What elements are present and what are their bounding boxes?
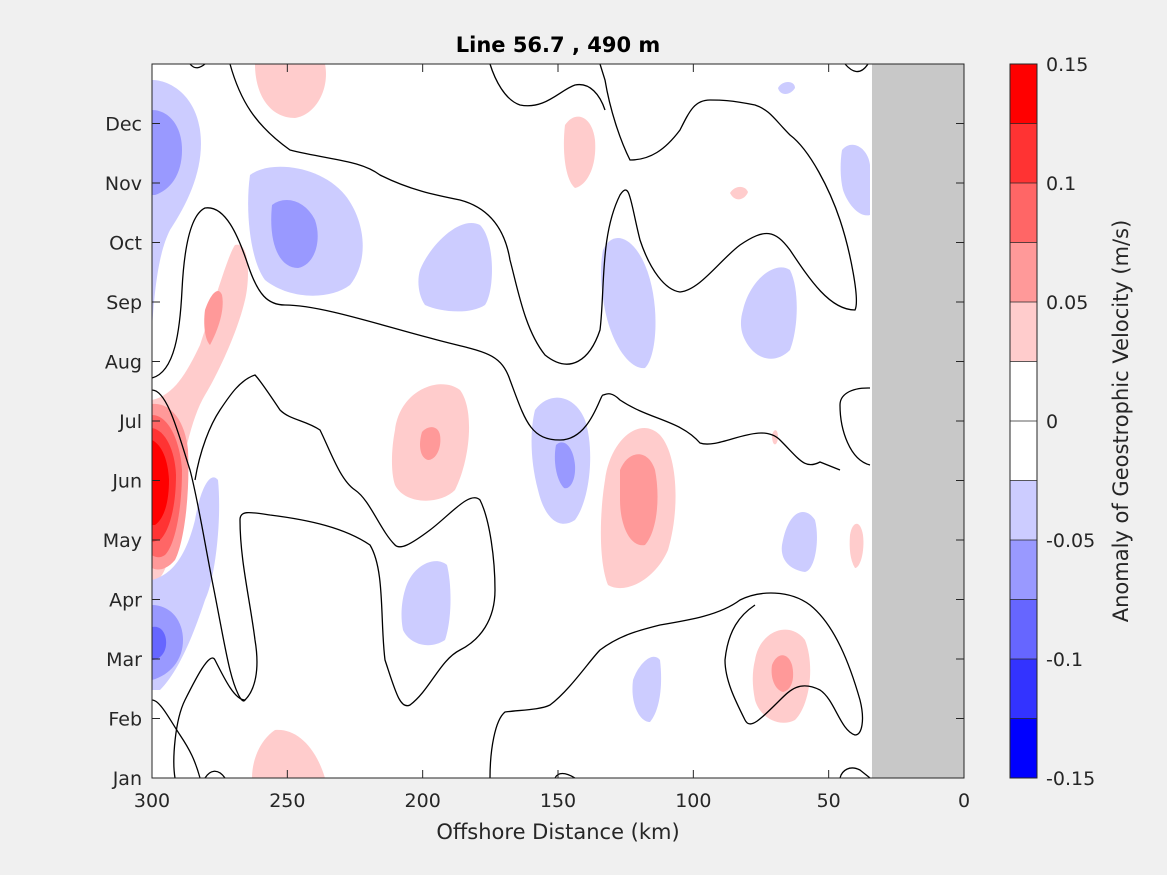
positive-anomaly-region xyxy=(771,655,794,692)
positive-anomaly-region xyxy=(563,116,596,188)
colorbar-segment xyxy=(1010,123,1037,184)
y-tick-label: Jan xyxy=(112,768,142,790)
colorbar: 0.15 0.1 0.05 0 -0.05 -0.1 -0.15 xyxy=(1009,54,1095,790)
colorbar-tick-label: 0 xyxy=(1046,411,1058,433)
colorbar-segment xyxy=(1010,302,1037,362)
plot-area: 300 250 200 150 100 50 0 Jan Feb Mar Apr May Jun Jul… xyxy=(103,63,970,812)
y-tick-label: Jun xyxy=(111,471,142,493)
land-mask xyxy=(871,64,964,778)
colorbar-segment xyxy=(1010,659,1037,719)
zero-contour-line xyxy=(229,63,857,365)
zero-contour-line xyxy=(189,63,206,69)
anomaly-fills xyxy=(152,64,870,778)
zero-contour-line xyxy=(204,770,226,779)
negative-anomaly-region xyxy=(152,605,183,680)
x-tick-label: 50 xyxy=(817,790,841,812)
colorbar-segment xyxy=(1010,183,1037,243)
y-axis: Jan Feb Mar Apr May Jun Jul Aug Sep Oct Nov Dec xyxy=(103,114,964,790)
y-tick-label: Sep xyxy=(106,292,142,314)
colorbar-tick-label: 0.1 xyxy=(1046,173,1076,195)
colorbar-segment xyxy=(1010,480,1037,541)
zero-contour-line xyxy=(151,699,201,779)
negative-anomaly-region xyxy=(401,561,451,646)
negative-anomaly-region xyxy=(781,512,817,572)
negative-anomaly-region xyxy=(554,442,576,489)
x-axis: 300 250 200 150 100 50 0 xyxy=(134,64,970,812)
y-tick-label: Feb xyxy=(108,709,142,731)
colorbar-segment xyxy=(1010,421,1037,481)
colorbar-segment xyxy=(1010,540,1037,600)
y-tick-label: Mar xyxy=(106,649,142,671)
y-tick-label: Oct xyxy=(109,233,142,255)
zero-contour-line xyxy=(489,63,606,111)
colorbar-segment xyxy=(1010,718,1037,779)
zero-contour-line xyxy=(839,404,871,466)
colorbar-tick-label: 0.05 xyxy=(1046,292,1088,314)
zero-contour-line xyxy=(151,207,841,471)
x-tick-label: 100 xyxy=(675,790,711,812)
x-tick-label: 0 xyxy=(958,790,970,812)
negative-anomaly-region xyxy=(840,144,870,216)
positive-anomaly-region xyxy=(730,186,748,200)
positive-anomaly-region xyxy=(620,454,658,546)
colorbar-segment xyxy=(1010,64,1037,124)
x-tick-label: 150 xyxy=(540,790,576,812)
y-tick-label: Dec xyxy=(105,114,142,136)
colorbar-segment xyxy=(1010,361,1037,422)
y-tick-label: Aug xyxy=(105,352,142,374)
positive-anomaly-region xyxy=(772,430,778,445)
negative-anomaly-region xyxy=(600,238,656,369)
colorbar-tick-label: 0.15 xyxy=(1046,54,1088,76)
negative-anomaly-region xyxy=(152,110,182,195)
y-tick-label: Nov xyxy=(105,173,142,195)
positive-anomaly-region xyxy=(252,729,325,778)
y-tick-label: Jul xyxy=(118,411,142,433)
zero-contours xyxy=(151,63,871,779)
negative-anomaly-region xyxy=(271,200,318,268)
chart-title: Line 56.7 , 490 m xyxy=(456,33,661,57)
negative-anomaly-region xyxy=(778,82,795,94)
positive-anomaly-region xyxy=(420,427,441,460)
y-tick-label: Apr xyxy=(109,590,142,612)
colorbar-tick-label: -0.1 xyxy=(1046,649,1083,671)
positive-anomaly-region xyxy=(152,440,169,525)
positive-anomaly-region xyxy=(204,290,223,345)
negative-anomaly-region xyxy=(740,267,797,359)
x-axis-label: Offshore Distance (km) xyxy=(436,820,679,844)
negative-anomaly-region xyxy=(152,626,167,660)
zero-contour-line xyxy=(839,767,871,779)
zero-contour-line xyxy=(844,63,869,73)
x-tick-label: 250 xyxy=(269,790,305,812)
zero-contour-line xyxy=(173,374,496,779)
colorbar-segment xyxy=(1010,599,1037,660)
y-tick-label: May xyxy=(103,530,142,552)
positive-anomaly-region xyxy=(849,523,864,568)
positive-anomaly-region xyxy=(255,64,326,118)
zero-contour-line xyxy=(151,389,246,702)
x-tick-label: 300 xyxy=(134,790,170,812)
colorbar-segment xyxy=(1010,242,1037,303)
zero-contour-line xyxy=(839,387,870,406)
zero-contour-line xyxy=(554,772,576,779)
colorbar-tick-label: -0.05 xyxy=(1046,530,1095,552)
zero-contour-line xyxy=(489,592,864,779)
colorbar-tick-label: -0.15 xyxy=(1046,768,1095,790)
negative-anomaly-region xyxy=(418,223,492,312)
colorbar-frame xyxy=(1009,63,1038,779)
negative-anomaly-region xyxy=(632,656,662,722)
x-tick-label: 200 xyxy=(405,790,441,812)
colorbar-label: Anomaly of Geostrophic Velocity (m/s) xyxy=(1109,220,1133,623)
